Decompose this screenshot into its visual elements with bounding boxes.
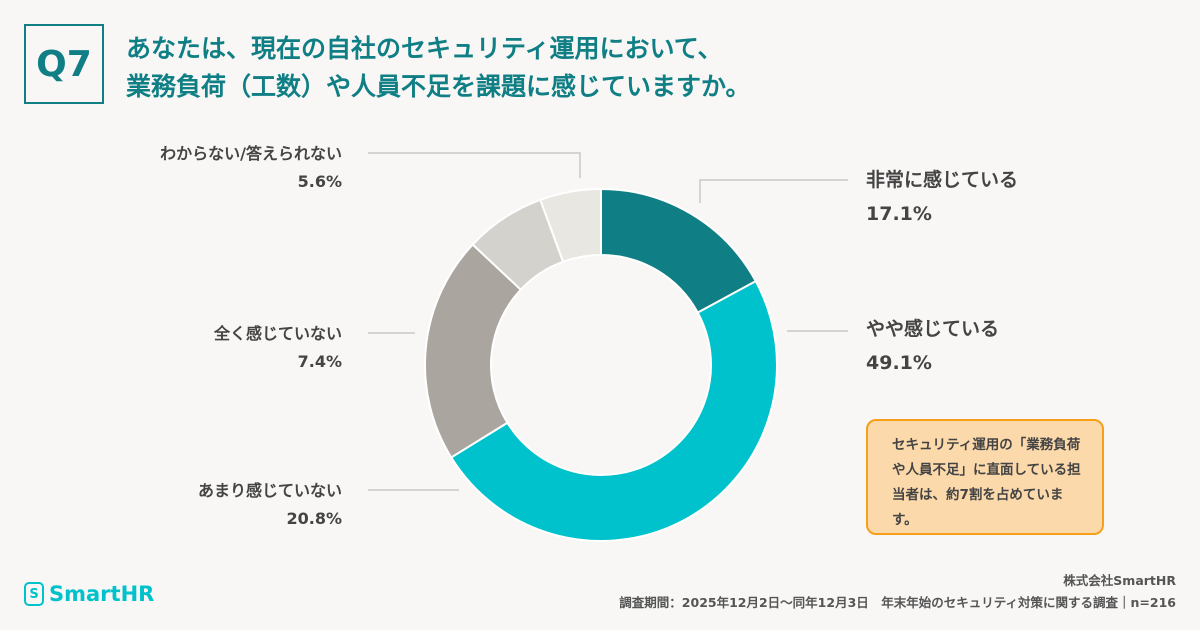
leader-line-4 — [368, 152, 581, 178]
question-number: Q7 — [24, 24, 104, 104]
smarthr-logo: S SmartHR — [24, 582, 154, 606]
label-0: 非常に感じている 17.1% — [866, 169, 1019, 225]
label-1: やや感じている 49.1% — [866, 318, 1000, 374]
title-line-1: あなたは、現在の自社のセキュリティ運用において、 — [126, 34, 723, 63]
callout-note: セキュリティ運用の「業務負荷や人員不足」に直面している担当者は、約7割を占めてい… — [866, 419, 1104, 535]
company-name: 株式会社SmartHR — [1063, 573, 1176, 588]
label-3: 全く感じていない 7.4% — [213, 324, 342, 371]
label-4: わからない/答えられない 5.6% — [160, 144, 342, 191]
title-line-2: 業務負荷（工数）や人員不足を課題に感じていますか。 — [126, 72, 751, 101]
label-2: あまり感じていない 20.8% — [197, 481, 342, 528]
donut-slice-1 — [449, 279, 779, 542]
donut-slice-4 — [539, 187, 602, 264]
leader-line-0 — [699, 179, 848, 203]
logo-icon: S — [24, 582, 44, 606]
question-title: あなたは、現在の自社のセキュリティ運用において、 業務負荷（工数）や人員不足を課… — [126, 30, 751, 106]
survey-info: 調査期間：2025年12月2日〜同年12月3日 年末年始のセキュリティ対策に関す… — [619, 595, 1176, 610]
